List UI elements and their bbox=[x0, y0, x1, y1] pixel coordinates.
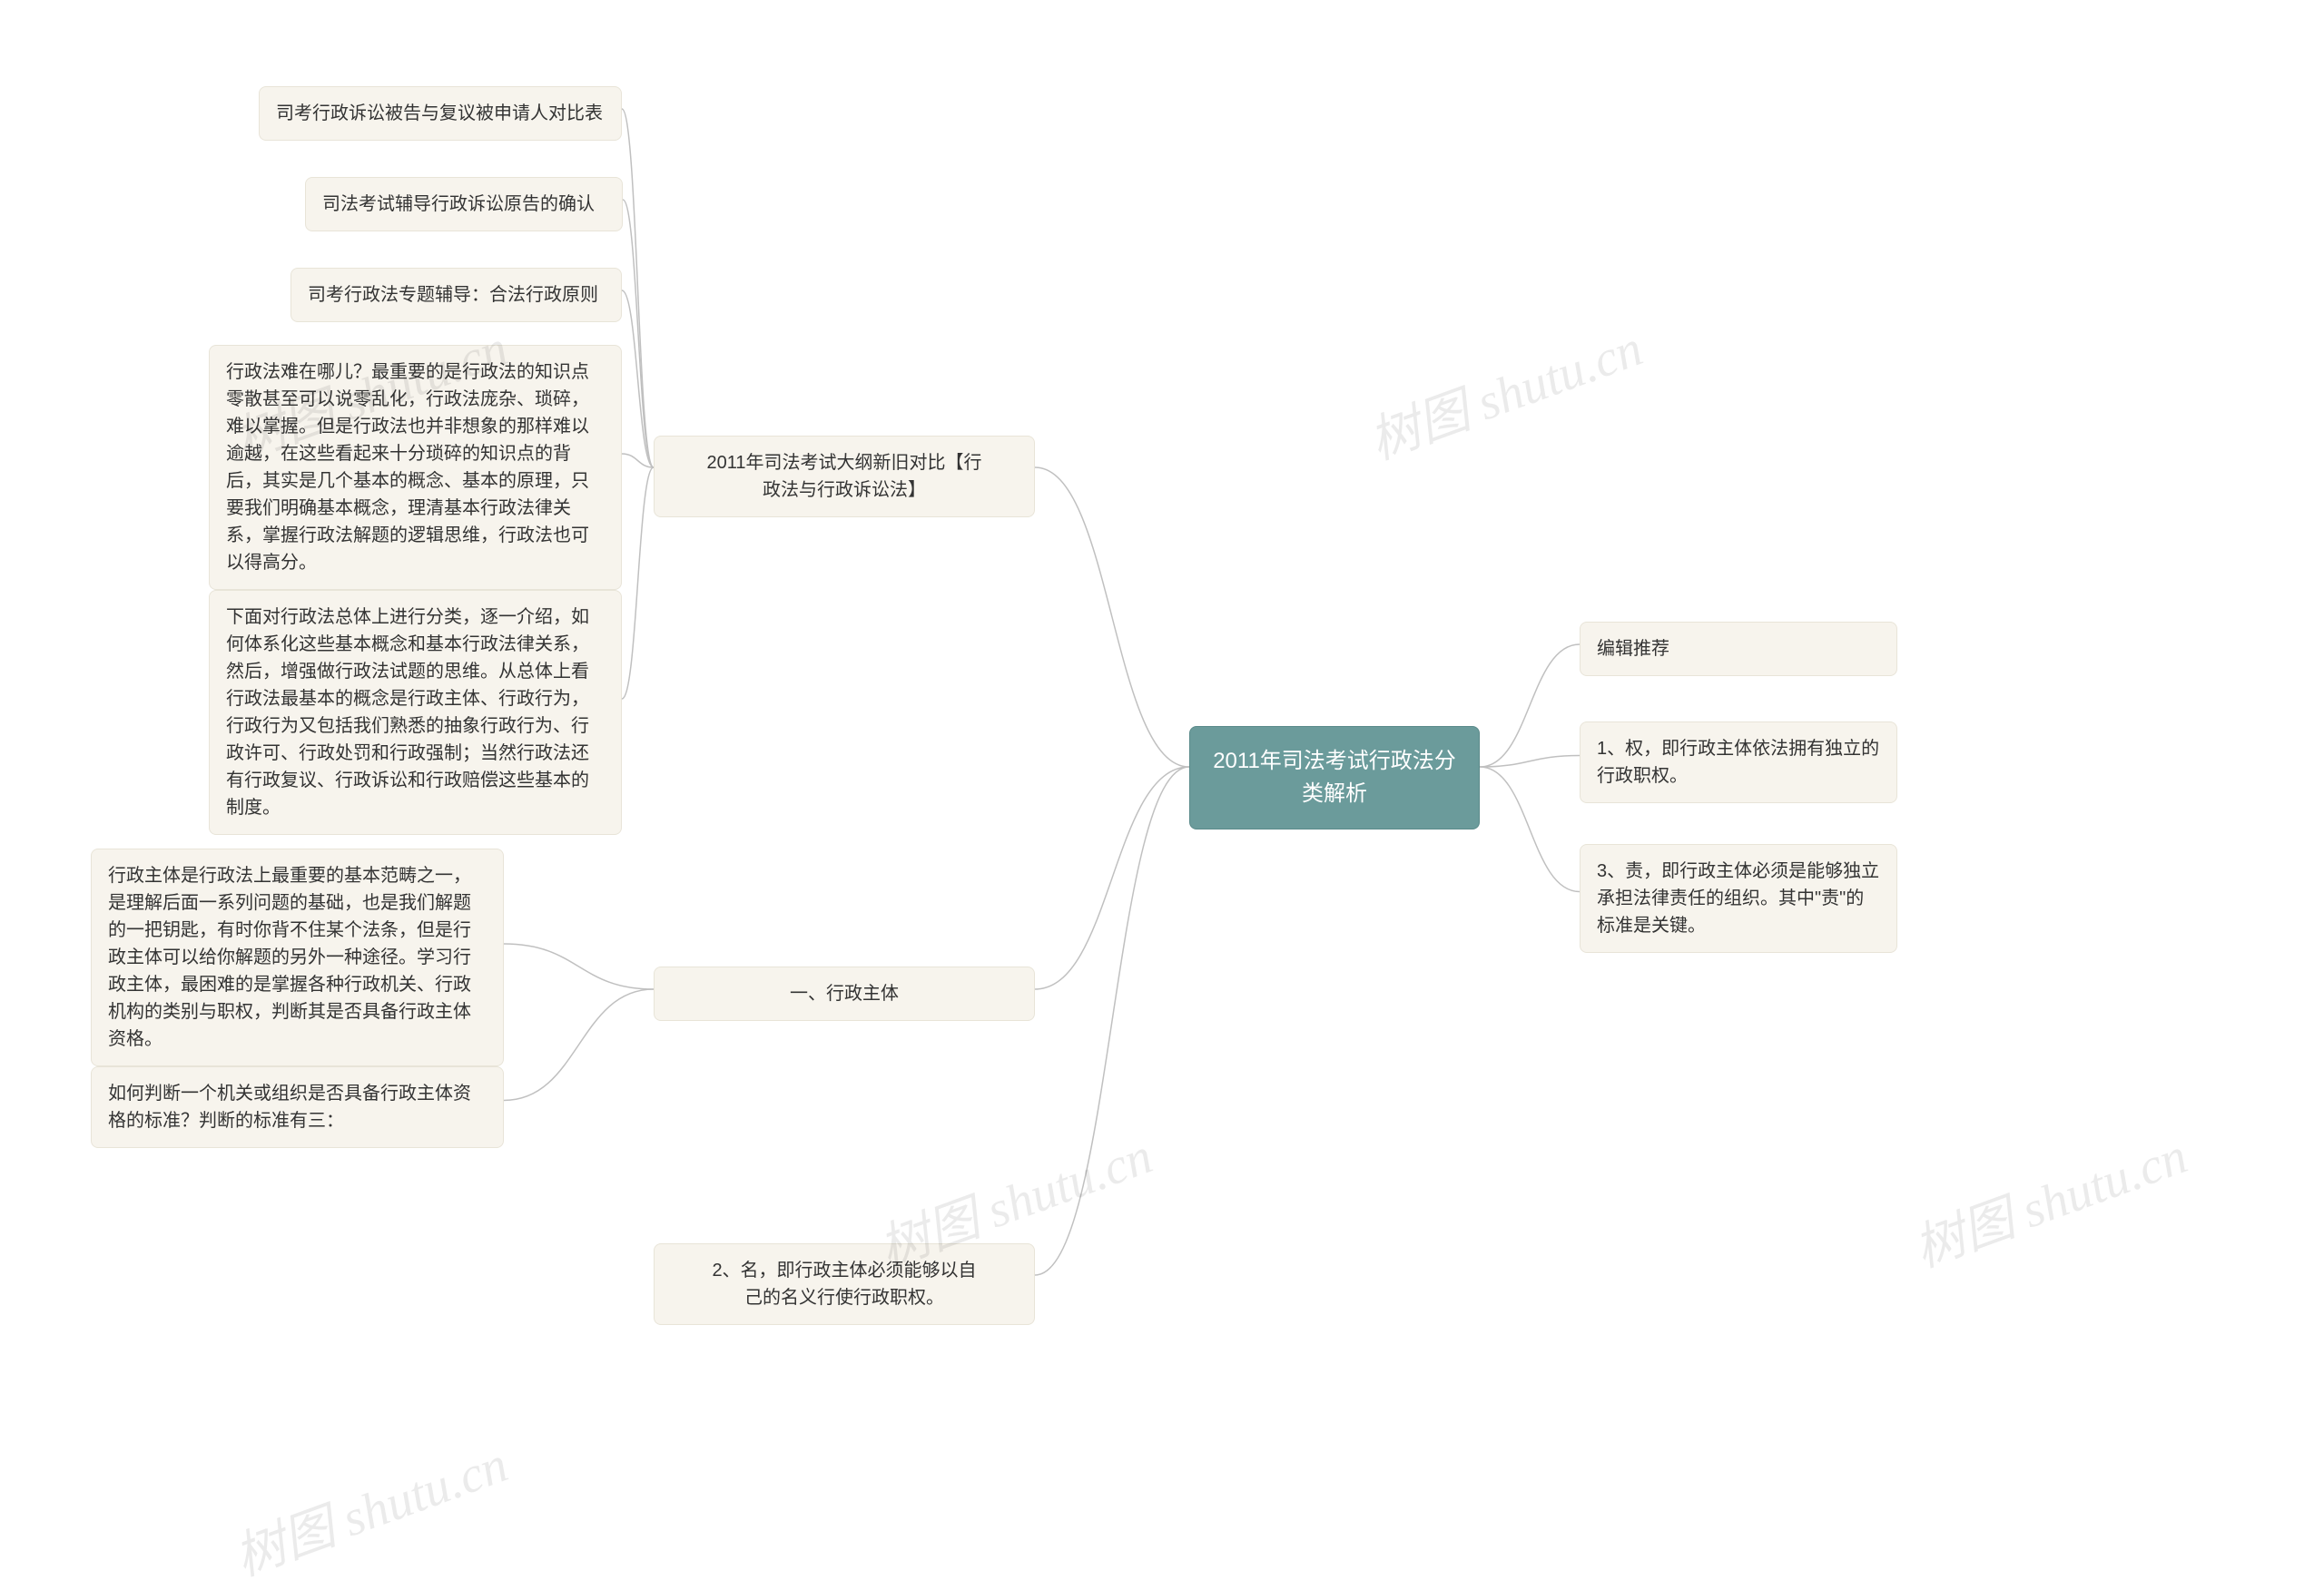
leaf-plaintiff-confirm: 司法考试辅导行政诉讼原告的确认 bbox=[305, 177, 623, 231]
leaf-subject-importance: 行政主体是行政法上最重要的基本范畴之一，是理解后面一系列问题的基础，也是我们解题… bbox=[91, 849, 504, 1066]
leaf-three-criteria: 如何判断一个机关或组织是否具备行政主体资格的标准？判断的标准有三： bbox=[91, 1066, 504, 1148]
watermark: 树图 shutu.cn bbox=[223, 1424, 517, 1590]
leaf-difficulty: 行政法难在哪儿？最重要的是行政法的知识点零散甚至可以说零乱化，行政法庞杂、琐碎，… bbox=[209, 345, 622, 590]
right-editor-recommend: 编辑推荐 bbox=[1580, 622, 1897, 676]
left-branch-subject: 一、行政主体 bbox=[654, 967, 1035, 1021]
left-branch-criterion2: 2、名，即行政主体必须能够以自己的名义行使行政职权。 bbox=[654, 1243, 1035, 1325]
right-criterion1: 1、权，即行政主体依法拥有独立的行政职权。 bbox=[1580, 721, 1897, 803]
root-node: 2011年司法考试行政法分类解析 bbox=[1189, 726, 1480, 829]
leaf-legal-principle: 司考行政法专题辅导：合法行政原则 bbox=[290, 268, 622, 322]
leaf-comparison-table: 司考行政诉讼被告与复议被申请人对比表 bbox=[259, 86, 622, 141]
leaf-classification: 下面对行政法总体上进行分类，逐一介绍，如何体系化这些基本概念和基本行政法律关系，… bbox=[209, 590, 622, 835]
right-criterion3: 3、责，即行政主体必须是能够独立承担法律责任的组织。其中"责"的标准是关键。 bbox=[1580, 844, 1897, 953]
watermark: 树图 shutu.cn bbox=[1903, 1115, 2196, 1282]
watermark: 树图 shutu.cn bbox=[1358, 308, 1651, 475]
left-branch-outline: 2011年司法考试大纲新旧对比【行政法与行政诉讼法】 bbox=[654, 436, 1035, 517]
